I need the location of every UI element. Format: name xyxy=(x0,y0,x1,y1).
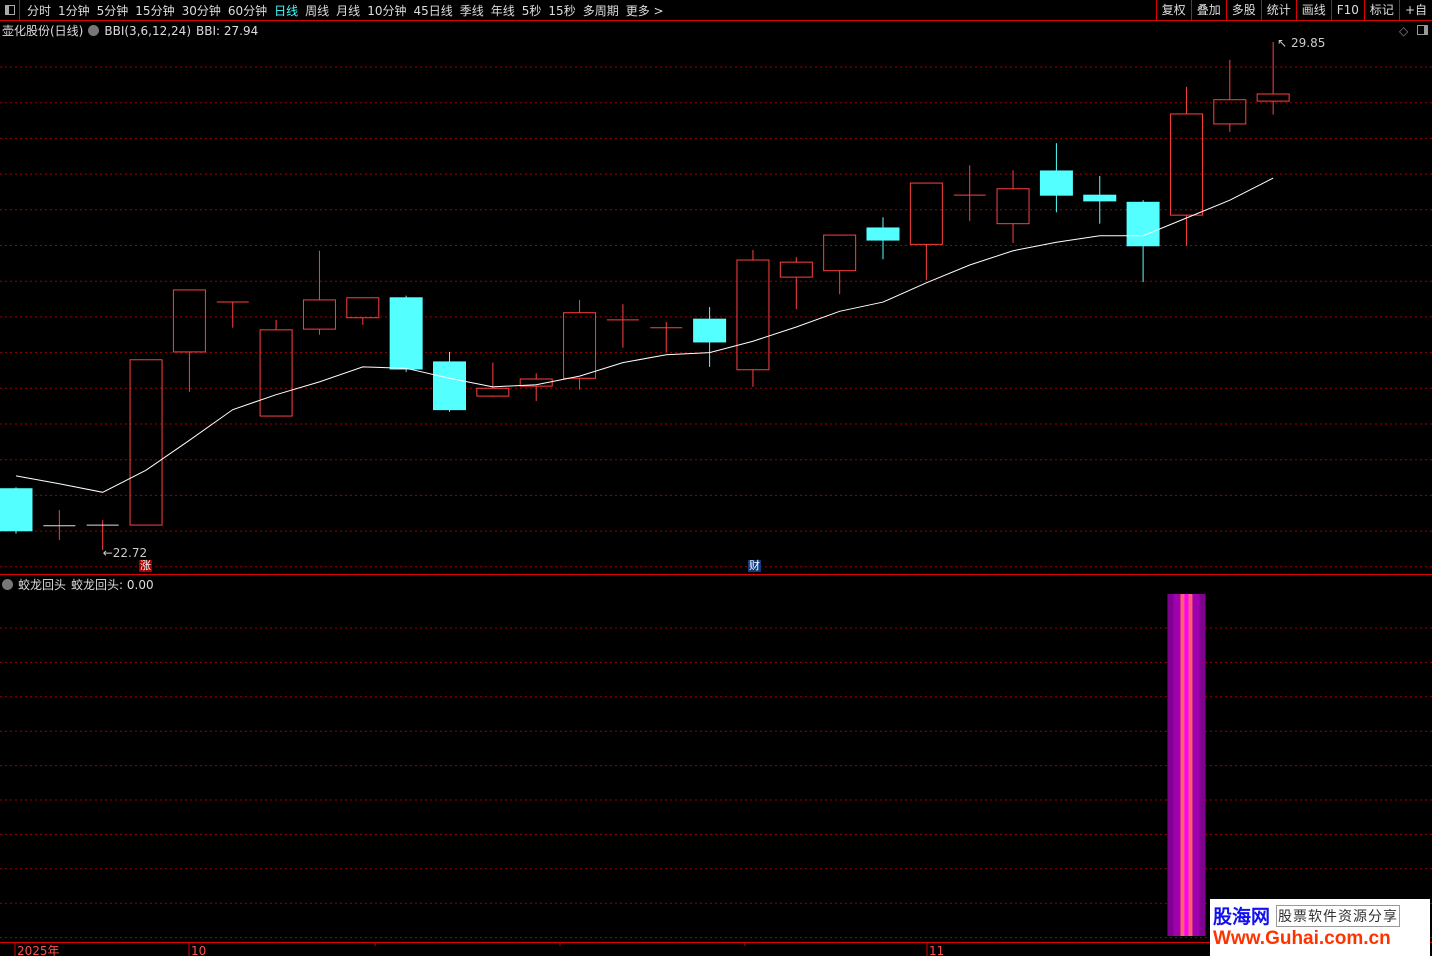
candle-body xyxy=(1039,170,1073,196)
stock-name: 壶化股份(日线) xyxy=(2,24,84,38)
indicator-panel-name: 蛟龙回头 xyxy=(18,578,67,592)
candle-body xyxy=(519,378,553,387)
period-tab[interactable]: 月线 xyxy=(336,3,361,18)
finance-marker[interactable]: 财 xyxy=(748,559,761,572)
candle-body xyxy=(476,387,510,397)
candle-body xyxy=(866,227,900,241)
toolbar-button[interactable]: 多股 xyxy=(1225,0,1261,20)
diamond-icon[interactable]: ◇ xyxy=(1399,24,1409,38)
watermark-logo: 股海网 股票软件资源分享 Www.Guhai.com.cn xyxy=(1210,899,1430,956)
candle-body xyxy=(389,297,423,370)
logo-slogan: 股票软件资源分享 xyxy=(1276,904,1401,927)
period-tab[interactable]: 多周期 xyxy=(582,3,619,18)
toolbar-button[interactable]: 标记 xyxy=(1363,0,1399,20)
period-tab[interactable]: 周线 xyxy=(305,3,330,18)
layout-toggle-icon[interactable] xyxy=(1417,25,1428,35)
indicator-panel-title: 蛟龙回头 蛟龙回头: 0.00 xyxy=(2,576,154,593)
indicator-dropdown-icon[interactable] xyxy=(2,579,13,590)
candle-body xyxy=(302,299,336,330)
toolbar-button[interactable]: 统计 xyxy=(1260,0,1296,20)
panel-toggle-icon[interactable] xyxy=(0,0,20,20)
toolbar-button[interactable]: 画线 xyxy=(1295,0,1331,20)
toolbar: 分时 1分钟 5分钟 15分钟 30分钟 60分钟 日线 周线 月线 10分钟 45日线 季线 年线 5秒… xyxy=(0,0,1432,21)
period-tab[interactable]: 15秒 xyxy=(548,3,576,18)
x-axis-label: 11 xyxy=(929,944,944,956)
indicator-dropdown-icon[interactable] xyxy=(88,25,100,36)
high-price-label: ↖ 29.85 xyxy=(1277,36,1325,50)
candle-body xyxy=(129,359,163,526)
candle-body xyxy=(693,318,727,343)
period-tab[interactable]: 30分钟 xyxy=(181,3,221,18)
indicator-panel-value: 蛟龙回头: 0.00 xyxy=(71,578,154,592)
logo-brand: 股海网 xyxy=(1213,906,1271,928)
candle-body xyxy=(259,329,293,417)
toolbar-button[interactable]: F10 xyxy=(1330,0,1364,20)
candle-body xyxy=(346,297,380,319)
bbi-line xyxy=(15,177,1274,493)
period-tab[interactable]: 年线 xyxy=(490,3,515,18)
candle-body xyxy=(563,312,597,379)
candle-body xyxy=(779,261,813,278)
candle-body xyxy=(823,234,857,272)
period-tab[interactable]: 5分钟 xyxy=(96,3,129,18)
candle-body xyxy=(1256,93,1290,102)
signal-bar xyxy=(1184,594,1189,936)
period-tab[interactable]: 45日线 xyxy=(413,3,453,18)
candle-body xyxy=(1083,194,1117,202)
period-tab[interactable]: 更多 > xyxy=(625,3,664,18)
period-tab[interactable]: 15分钟 xyxy=(135,3,175,18)
x-axis-label: 10 xyxy=(191,944,206,956)
candle-body xyxy=(433,361,466,411)
candle-body xyxy=(996,188,1030,225)
logo-url: Www.Guhai.com.cn xyxy=(1213,928,1391,949)
indicator-name: BBI(3,6,12,24) xyxy=(104,23,191,38)
period-tab[interactable]: 10分钟 xyxy=(367,3,407,18)
candle-body xyxy=(1169,113,1203,216)
low-price-label: ←22.72 xyxy=(103,546,147,560)
toolbar-button[interactable]: 叠加 xyxy=(1190,0,1226,20)
candle-body xyxy=(0,488,33,532)
candle-body xyxy=(1126,201,1160,247)
toolbar-button[interactable]: +自 xyxy=(1398,0,1432,20)
candle-body xyxy=(172,289,206,353)
x-axis-label: 2025年 xyxy=(17,944,60,956)
period-tab[interactable]: 分时 xyxy=(27,3,52,18)
period-tab[interactable]: 日线 xyxy=(274,3,299,18)
period-tab[interactable]: 5秒 xyxy=(521,3,542,18)
candle-body xyxy=(1213,99,1247,125)
main-chart-title: 壶化股份(日线) BBI(3,6,12,24) BBI: 27.94 xyxy=(2,22,258,39)
period-tabs: 分时 1分钟 5分钟 15分钟 30分钟 60分钟 日线 周线 月线 10分钟 45日线 季线 年线 5秒… xyxy=(24,2,668,19)
bbi-value: BBI: 27.94 xyxy=(196,23,259,38)
period-tab[interactable]: 季线 xyxy=(459,3,484,18)
toolbar-button[interactable]: 复权 xyxy=(1155,0,1191,20)
period-tab[interactable]: 1分钟 xyxy=(58,3,90,18)
toolbar-right-buttons: 复权 叠加 多股 统计 画线 F10 标记 +自 xyxy=(1155,0,1432,20)
period-tab[interactable]: 60分钟 xyxy=(227,3,268,18)
candle-body xyxy=(909,182,943,245)
rise-marker[interactable]: 涨 xyxy=(139,559,152,572)
candle-body xyxy=(736,259,770,371)
